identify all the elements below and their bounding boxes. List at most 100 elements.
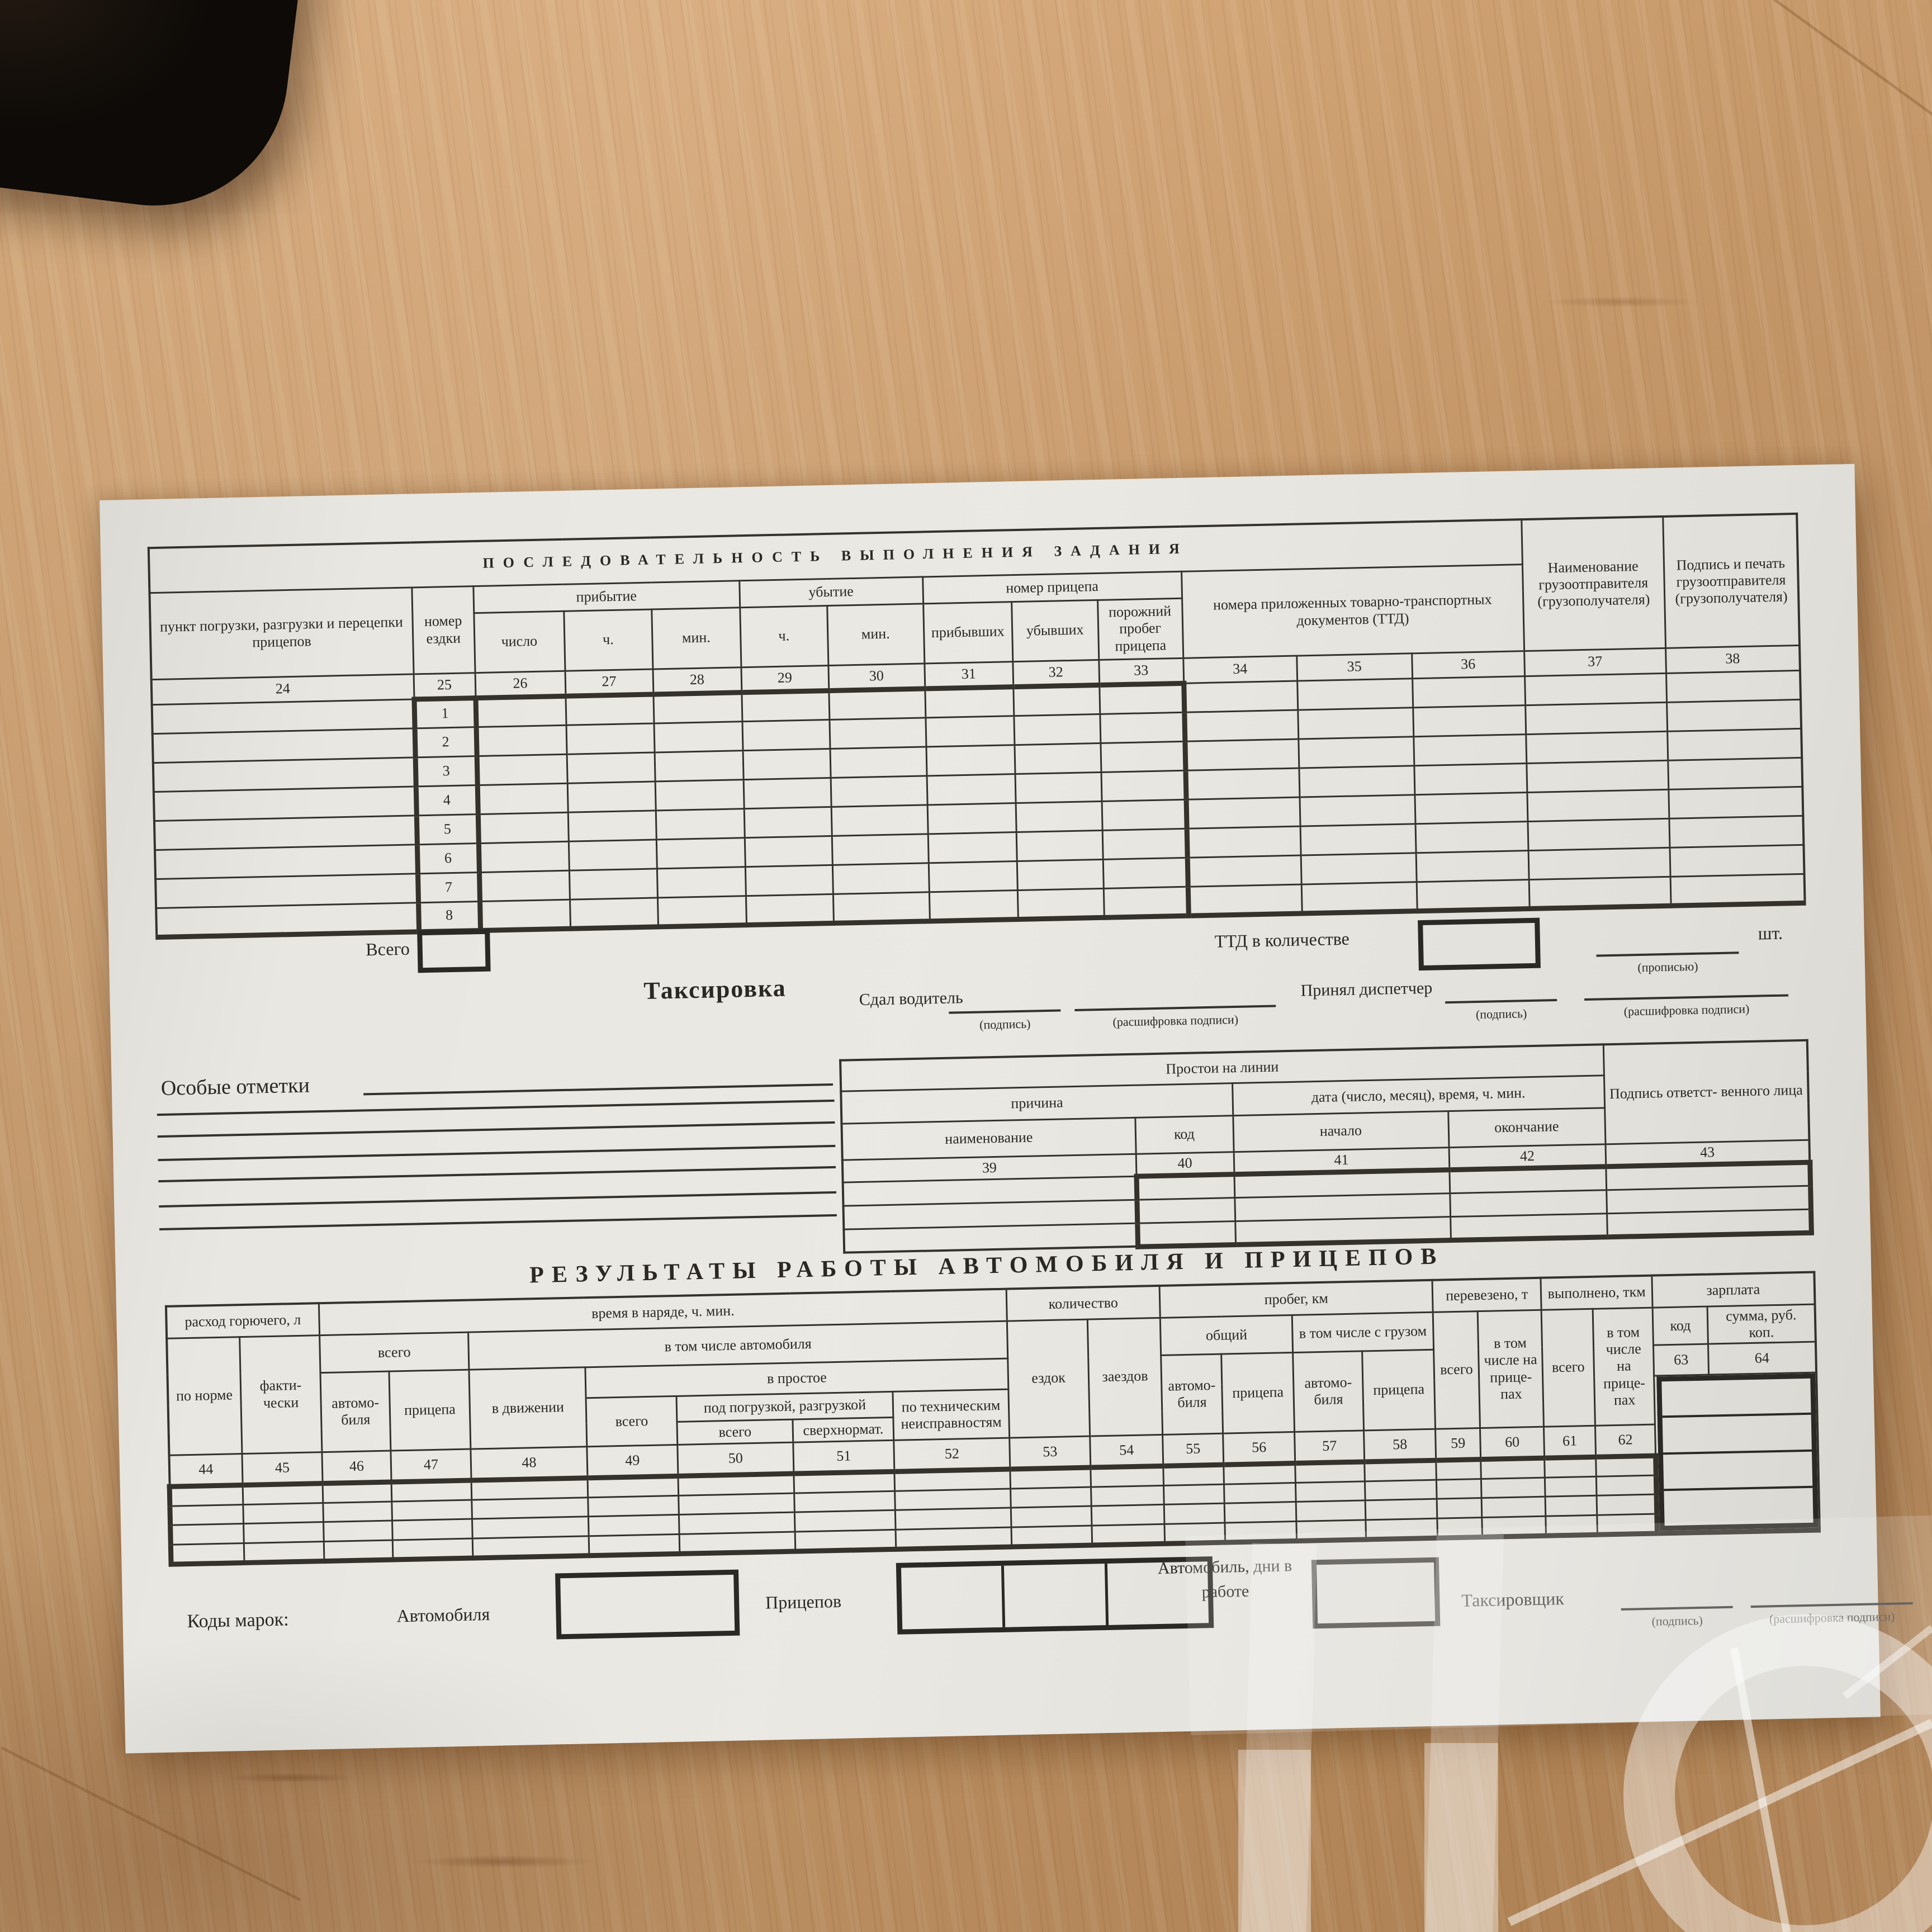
notes-line <box>157 1099 835 1116</box>
grp-run: пробег, км <box>1159 1280 1433 1318</box>
col-auto-55: автомо- биля <box>1161 1353 1223 1435</box>
signature-line <box>1596 951 1739 957</box>
col-ttd-docs: номера приложенных товарно-транспортных … <box>1181 564 1524 658</box>
col-num: 26 <box>475 670 566 698</box>
driver-handed-label: Сдал водитель <box>859 988 963 1009</box>
trailer-code-cell <box>1004 1563 1109 1627</box>
col-hour: ч. <box>564 609 653 671</box>
grp-common: общий <box>1160 1315 1293 1356</box>
desk-plank-seam <box>1 1746 301 1901</box>
brand-codes-label: Коды марок: <box>187 1609 290 1632</box>
col-num: 27 <box>565 669 654 696</box>
col-num: 32 <box>1012 659 1100 687</box>
taxer-label: Таксировщик <box>1461 1588 1565 1611</box>
notes-line <box>159 1191 837 1208</box>
sign-full-caption: (расшифровка подписи) <box>1769 1609 1895 1626</box>
ttd-qty-box <box>1418 917 1541 971</box>
col-num: 58 <box>1363 1428 1436 1462</box>
trip-number: 8 <box>418 901 481 932</box>
waybill-form: ПОСЛЕДОВАТЕЛЬНОСТЬ ВЫПОЛНЕНИЯ ЗАДАНИЯ На… <box>100 463 1913 1754</box>
col-num: 45 <box>242 1452 323 1485</box>
sign-caption: (подпись) <box>979 1016 1031 1032</box>
col-num: 44 <box>168 1453 243 1487</box>
signature-line <box>1445 999 1557 1004</box>
col-num: 34 <box>1183 655 1298 683</box>
propis-caption: (прописью) <box>1637 959 1698 975</box>
notes-line <box>157 1121 835 1138</box>
trip-number: 6 <box>416 843 479 874</box>
taxirovka-heading: Таксировка <box>643 974 787 1005</box>
sign-caption: (подпись) <box>1475 1006 1527 1022</box>
col-hour: ч. <box>740 605 828 667</box>
signature-line <box>1621 1606 1733 1611</box>
pay-row <box>1664 1488 1813 1526</box>
col-min: мин. <box>827 603 925 665</box>
col-empty-run: порожний пробег прицепа <box>1097 598 1183 660</box>
signature-line <box>1750 1602 1913 1608</box>
col-num: 31 <box>924 661 1014 689</box>
col-num: 54 <box>1090 1434 1163 1467</box>
dispatcher-accepted-label: Принял диспетчер <box>1300 978 1433 1000</box>
auto-code-label: Автомобиля <box>396 1603 490 1626</box>
dark-object-corner <box>0 0 308 221</box>
signature-line <box>1074 1005 1276 1011</box>
desk-plank-seam <box>1716 0 1932 169</box>
col-moving-48: в движении <box>468 1367 587 1449</box>
pay-body-grid <box>1656 1373 1819 1531</box>
sign-full-caption: (расшифровка подписи) <box>1623 1001 1750 1019</box>
grp-total: всего <box>319 1332 469 1373</box>
pay-row <box>1661 1378 1811 1418</box>
col-norm: по норме <box>166 1337 242 1455</box>
col-total-49: всего <box>586 1396 678 1447</box>
col-total-50: всего <box>676 1419 793 1445</box>
col-num: 47 <box>390 1448 472 1482</box>
col-num: 55 <box>1162 1433 1224 1466</box>
col-consignor: Наименование грузоотправителя (грузополу… <box>1521 516 1666 651</box>
col-num-63: 63 <box>1653 1343 1709 1376</box>
trip-number: 7 <box>417 872 480 903</box>
col-tech-52: по техническим неисправностям <box>892 1389 1010 1440</box>
col-num: 48 <box>470 1446 588 1480</box>
col-num: 46 <box>321 1450 392 1484</box>
col-num: 51 <box>793 1439 894 1474</box>
col-trip-no: номер ездки <box>411 586 475 674</box>
col-num: 35 <box>1296 653 1413 681</box>
col-num: 62 <box>1595 1424 1656 1457</box>
pay-row <box>1663 1451 1812 1491</box>
col-num: 36 <box>1412 651 1525 679</box>
col-num: 49 <box>586 1445 678 1478</box>
col-pay-code: код <box>1652 1306 1708 1345</box>
col-over-51: сверхнормат. <box>792 1417 894 1442</box>
downtime-table: Простои на линии Подпись ответст- венног… <box>839 1039 1814 1256</box>
signature-line <box>949 1009 1061 1014</box>
days-in-work-box <box>1311 1557 1441 1629</box>
col-num: 30 <box>828 663 925 690</box>
notes-line <box>158 1144 836 1162</box>
col-trailer-47: прицепа <box>389 1369 471 1451</box>
col-num: 25 <box>413 673 476 699</box>
days-in-work-label: Автомобиль, дни в работе <box>1157 1556 1292 1601</box>
grp-fuel: расход горючего, л <box>165 1303 320 1338</box>
col-point: пункт погрузки, разгрузки и перецепки пр… <box>149 587 414 680</box>
trip-number: 2 <box>414 727 477 757</box>
col-on-trailers-60: в том числе на прице- пах <box>1478 1309 1544 1428</box>
col-num: 28 <box>652 667 742 694</box>
col-name: наименование <box>841 1117 1136 1160</box>
col-start: начало <box>1233 1111 1449 1152</box>
total-box <box>417 929 491 973</box>
grp-qty: количество <box>1006 1285 1161 1321</box>
auto-code-box <box>555 1569 740 1640</box>
pay-row <box>1662 1415 1812 1455</box>
col-num: 52 <box>893 1437 1010 1472</box>
col-min: мин. <box>651 607 741 669</box>
trip-number: 5 <box>416 814 479 845</box>
trip-number: 1 <box>414 698 476 728</box>
col-trailer-56: прицепа <box>1221 1352 1295 1433</box>
col-auto-57: автомо- биля <box>1292 1351 1364 1432</box>
col-num: 56 <box>1223 1432 1295 1465</box>
col-num: 57 <box>1294 1430 1365 1464</box>
col-num: 33 <box>1098 657 1184 685</box>
col-total-61: всего <box>1541 1308 1595 1427</box>
notes-line <box>158 1166 836 1183</box>
col-num: 59 <box>1435 1428 1481 1461</box>
